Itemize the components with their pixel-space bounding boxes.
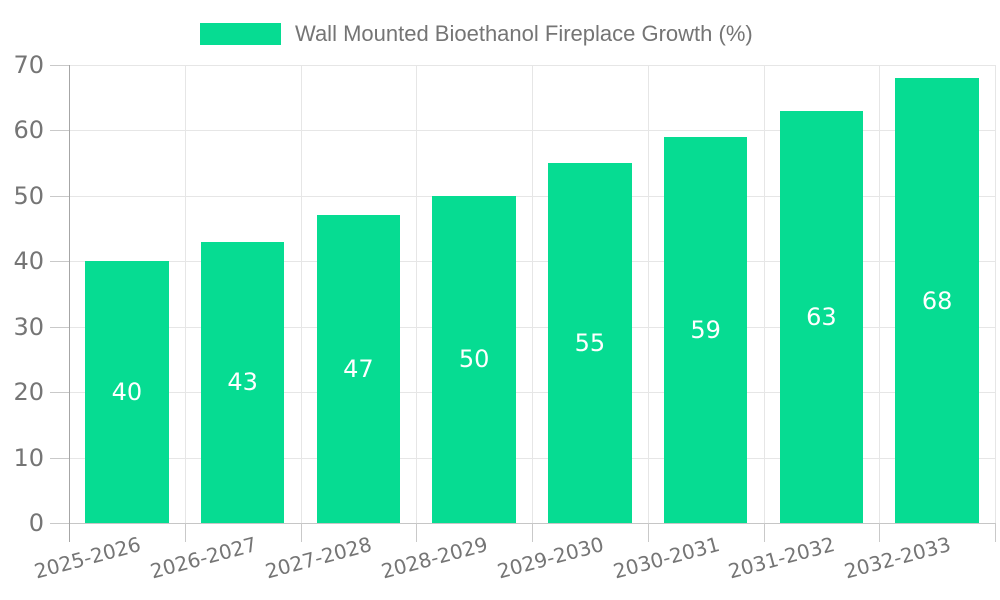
bar[interactable]: [663, 136, 748, 523]
y-axis-label: 70: [13, 51, 44, 79]
y-axis-label: 0: [28, 509, 44, 537]
bar[interactable]: [432, 195, 516, 523]
x-tick-mark: [184, 523, 186, 542]
y-axis-label: 40: [13, 247, 44, 276]
y-axis-label: 10: [13, 443, 44, 472]
y-tick-mark: [50, 457, 69, 459]
x-tick-mark: [647, 523, 649, 542]
bar[interactable]: [85, 261, 169, 523]
gridline-vertical: [416, 65, 418, 523]
y-axis-line: [69, 65, 70, 542]
y-tick-mark: [50, 130, 69, 132]
y-tick-mark: [50, 195, 69, 197]
x-tick-mark: [995, 523, 996, 542]
gridline-vertical: [300, 65, 302, 523]
y-tick-mark: [50, 523, 69, 524]
y-axis-label: 30: [13, 312, 44, 341]
y-axis-label: 20: [13, 378, 44, 407]
y-tick-mark: [50, 326, 69, 328]
legend-label: Wall Mounted Bioethanol Fireplace Growth…: [295, 21, 753, 46]
bar[interactable]: [548, 163, 632, 523]
bar[interactable]: [779, 110, 864, 523]
x-tick-mark: [879, 523, 881, 542]
bar-value-label: 55: [574, 329, 606, 358]
bar-value-label: 50: [458, 345, 490, 374]
gridline-vertical: [647, 65, 649, 523]
x-tick-mark: [300, 523, 302, 542]
bar-value-label: 40: [111, 378, 143, 407]
bar[interactable]: [316, 215, 401, 523]
bar-value-label: 68: [921, 286, 953, 315]
y-tick-mark: [50, 392, 69, 394]
bar-value-label: 63: [806, 302, 837, 331]
legend-item[interactable]: Wall Mounted Bioethanol Fireplace Growth…: [200, 21, 753, 47]
y-axis-label: 50: [13, 181, 44, 210]
bar-value-label: 43: [227, 368, 258, 397]
y-axis-label: 60: [13, 116, 44, 145]
bar-value-label: 59: [690, 315, 721, 344]
y-tick-mark: [50, 65, 69, 66]
x-tick-mark: [532, 523, 533, 542]
bar[interactable]: [200, 241, 285, 523]
bar[interactable]: [895, 78, 979, 523]
gridline-vertical: [763, 65, 765, 523]
gridline-vertical: [995, 65, 996, 523]
x-tick-mark: [763, 523, 765, 542]
gridline-vertical: [184, 65, 186, 523]
gridline-vertical: [879, 65, 881, 523]
bar-value-label: 47: [343, 355, 374, 384]
y-tick-mark: [50, 261, 69, 263]
gridline-vertical: [532, 65, 533, 523]
x-tick-mark: [416, 523, 418, 542]
legend-swatch: [200, 23, 281, 45]
